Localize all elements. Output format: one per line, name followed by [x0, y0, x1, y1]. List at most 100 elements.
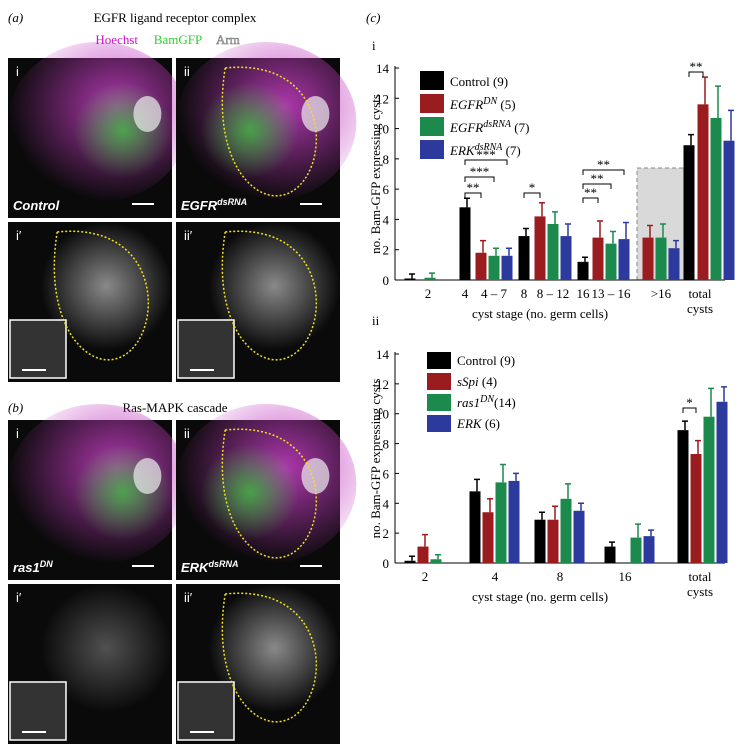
- legend-swatch: [420, 140, 444, 159]
- inset: [9, 681, 67, 741]
- bar: [643, 536, 655, 563]
- genotype-part: dsRNA: [217, 197, 247, 207]
- legend-label-part: DN: [482, 96, 498, 107]
- error-bar: [565, 223, 571, 237]
- error-bar: [721, 386, 727, 402]
- x-range-label: 13 – 16: [592, 286, 632, 301]
- y-tick-label: 10: [376, 122, 389, 137]
- error-bar: [682, 420, 688, 431]
- x-tick-label: 8: [557, 569, 564, 584]
- bar: [592, 237, 604, 280]
- tissue-gray: [133, 96, 162, 132]
- stain-label: Arm: [216, 32, 240, 47]
- y-tick-label: 12: [376, 377, 389, 392]
- image-tag: ii: [184, 426, 190, 441]
- legend-label: EGFRDN (5): [449, 96, 516, 113]
- tissue-green: [73, 82, 172, 178]
- micrograph: i′: [8, 584, 172, 744]
- significance-bracket: [582, 197, 599, 203]
- x-range-label: 8 – 12: [537, 286, 570, 301]
- bar: [508, 480, 520, 563]
- outline: [53, 230, 149, 361]
- legend-label-part: dsRNA: [483, 119, 512, 130]
- y-tick-label: 10: [376, 407, 389, 422]
- y-tick-label: 4: [383, 496, 390, 511]
- significance-bracket: [523, 192, 541, 198]
- genotype-label: ras1DN: [13, 559, 53, 575]
- bar: [655, 237, 667, 280]
- tissue-green: [200, 444, 299, 540]
- y-tick-label: 14: [376, 61, 390, 76]
- panel-label: (c): [366, 10, 380, 25]
- panel-title: EGFR ligand receptor complex: [94, 10, 257, 25]
- error-bar: [635, 523, 641, 538]
- error-bar: [715, 85, 721, 118]
- chart-panel-tag: ii: [372, 313, 380, 328]
- error-bar: [660, 223, 666, 238]
- significance-label: **: [690, 59, 703, 74]
- outline: [221, 66, 317, 197]
- micrograph: ii EGFRdsRNA: [176, 42, 357, 218]
- x-tick-label: 4: [492, 569, 499, 584]
- bar: [690, 454, 702, 563]
- significance-label: *: [529, 180, 536, 195]
- genotype-label: EGFRdsRNA: [181, 197, 247, 213]
- legend-label-part: (5): [497, 97, 515, 112]
- inset: [177, 681, 235, 741]
- error-bar: [500, 463, 506, 483]
- legend-swatch: [420, 94, 444, 113]
- bar: [560, 236, 572, 280]
- error-bar: [409, 273, 415, 279]
- error-bar: [673, 239, 679, 249]
- tissue-green: [200, 82, 299, 178]
- legend-swatch: [427, 373, 451, 390]
- tissue-gray: [208, 584, 340, 712]
- error-bar: [539, 511, 545, 520]
- legend-label-part: Control (9): [450, 74, 508, 89]
- error-bar: [464, 197, 470, 208]
- bar: [605, 243, 617, 280]
- x-tick-label: 4: [462, 286, 469, 301]
- image-tag: ii: [184, 64, 190, 79]
- x-tick-label: 16: [619, 569, 633, 584]
- legend-label-part: (14): [494, 395, 516, 410]
- error-bar: [578, 502, 584, 511]
- bar: [482, 512, 494, 563]
- stain-label: BamGFP: [154, 32, 202, 47]
- inset: [9, 319, 67, 379]
- legend-swatch: [427, 415, 451, 432]
- x-tick-label-line: cysts: [687, 301, 713, 316]
- legend-label: Control (9): [457, 353, 515, 368]
- bar: [488, 255, 500, 280]
- tissue-gray: [40, 222, 172, 350]
- inset: [177, 319, 235, 379]
- bar: [604, 546, 616, 563]
- error-bar: [539, 202, 545, 217]
- legend-label-part: (4): [479, 374, 497, 389]
- x-axis-label: cyst stage (no. germ cells): [472, 589, 608, 604]
- y-tick-label: 0: [383, 273, 390, 288]
- x-tick-label: 16: [577, 286, 591, 301]
- error-bar: [506, 247, 512, 256]
- error-bar: [487, 498, 493, 513]
- bar: [697, 104, 709, 280]
- significance-label: ***: [470, 164, 490, 179]
- significance-bracket: [464, 192, 482, 198]
- error-bar: [728, 109, 734, 141]
- tissue-gray: [133, 458, 162, 494]
- legend-label: ras1DN(14): [457, 394, 516, 411]
- genotype-part: dsRNA: [208, 559, 238, 569]
- tissue-gray: [40, 584, 172, 712]
- x-tick-label: total cysts: [687, 286, 713, 316]
- bar: [518, 236, 530, 280]
- bar: [534, 519, 546, 563]
- bar: [560, 498, 572, 563]
- error-bar: [688, 133, 694, 146]
- error-bar: [422, 533, 428, 547]
- bar: [404, 278, 416, 280]
- legend-swatch: [420, 71, 444, 90]
- legend-label-part: (7): [502, 143, 520, 158]
- legend-label-part: dsRNA: [475, 142, 504, 153]
- legend-label-part: EGFR: [449, 120, 483, 135]
